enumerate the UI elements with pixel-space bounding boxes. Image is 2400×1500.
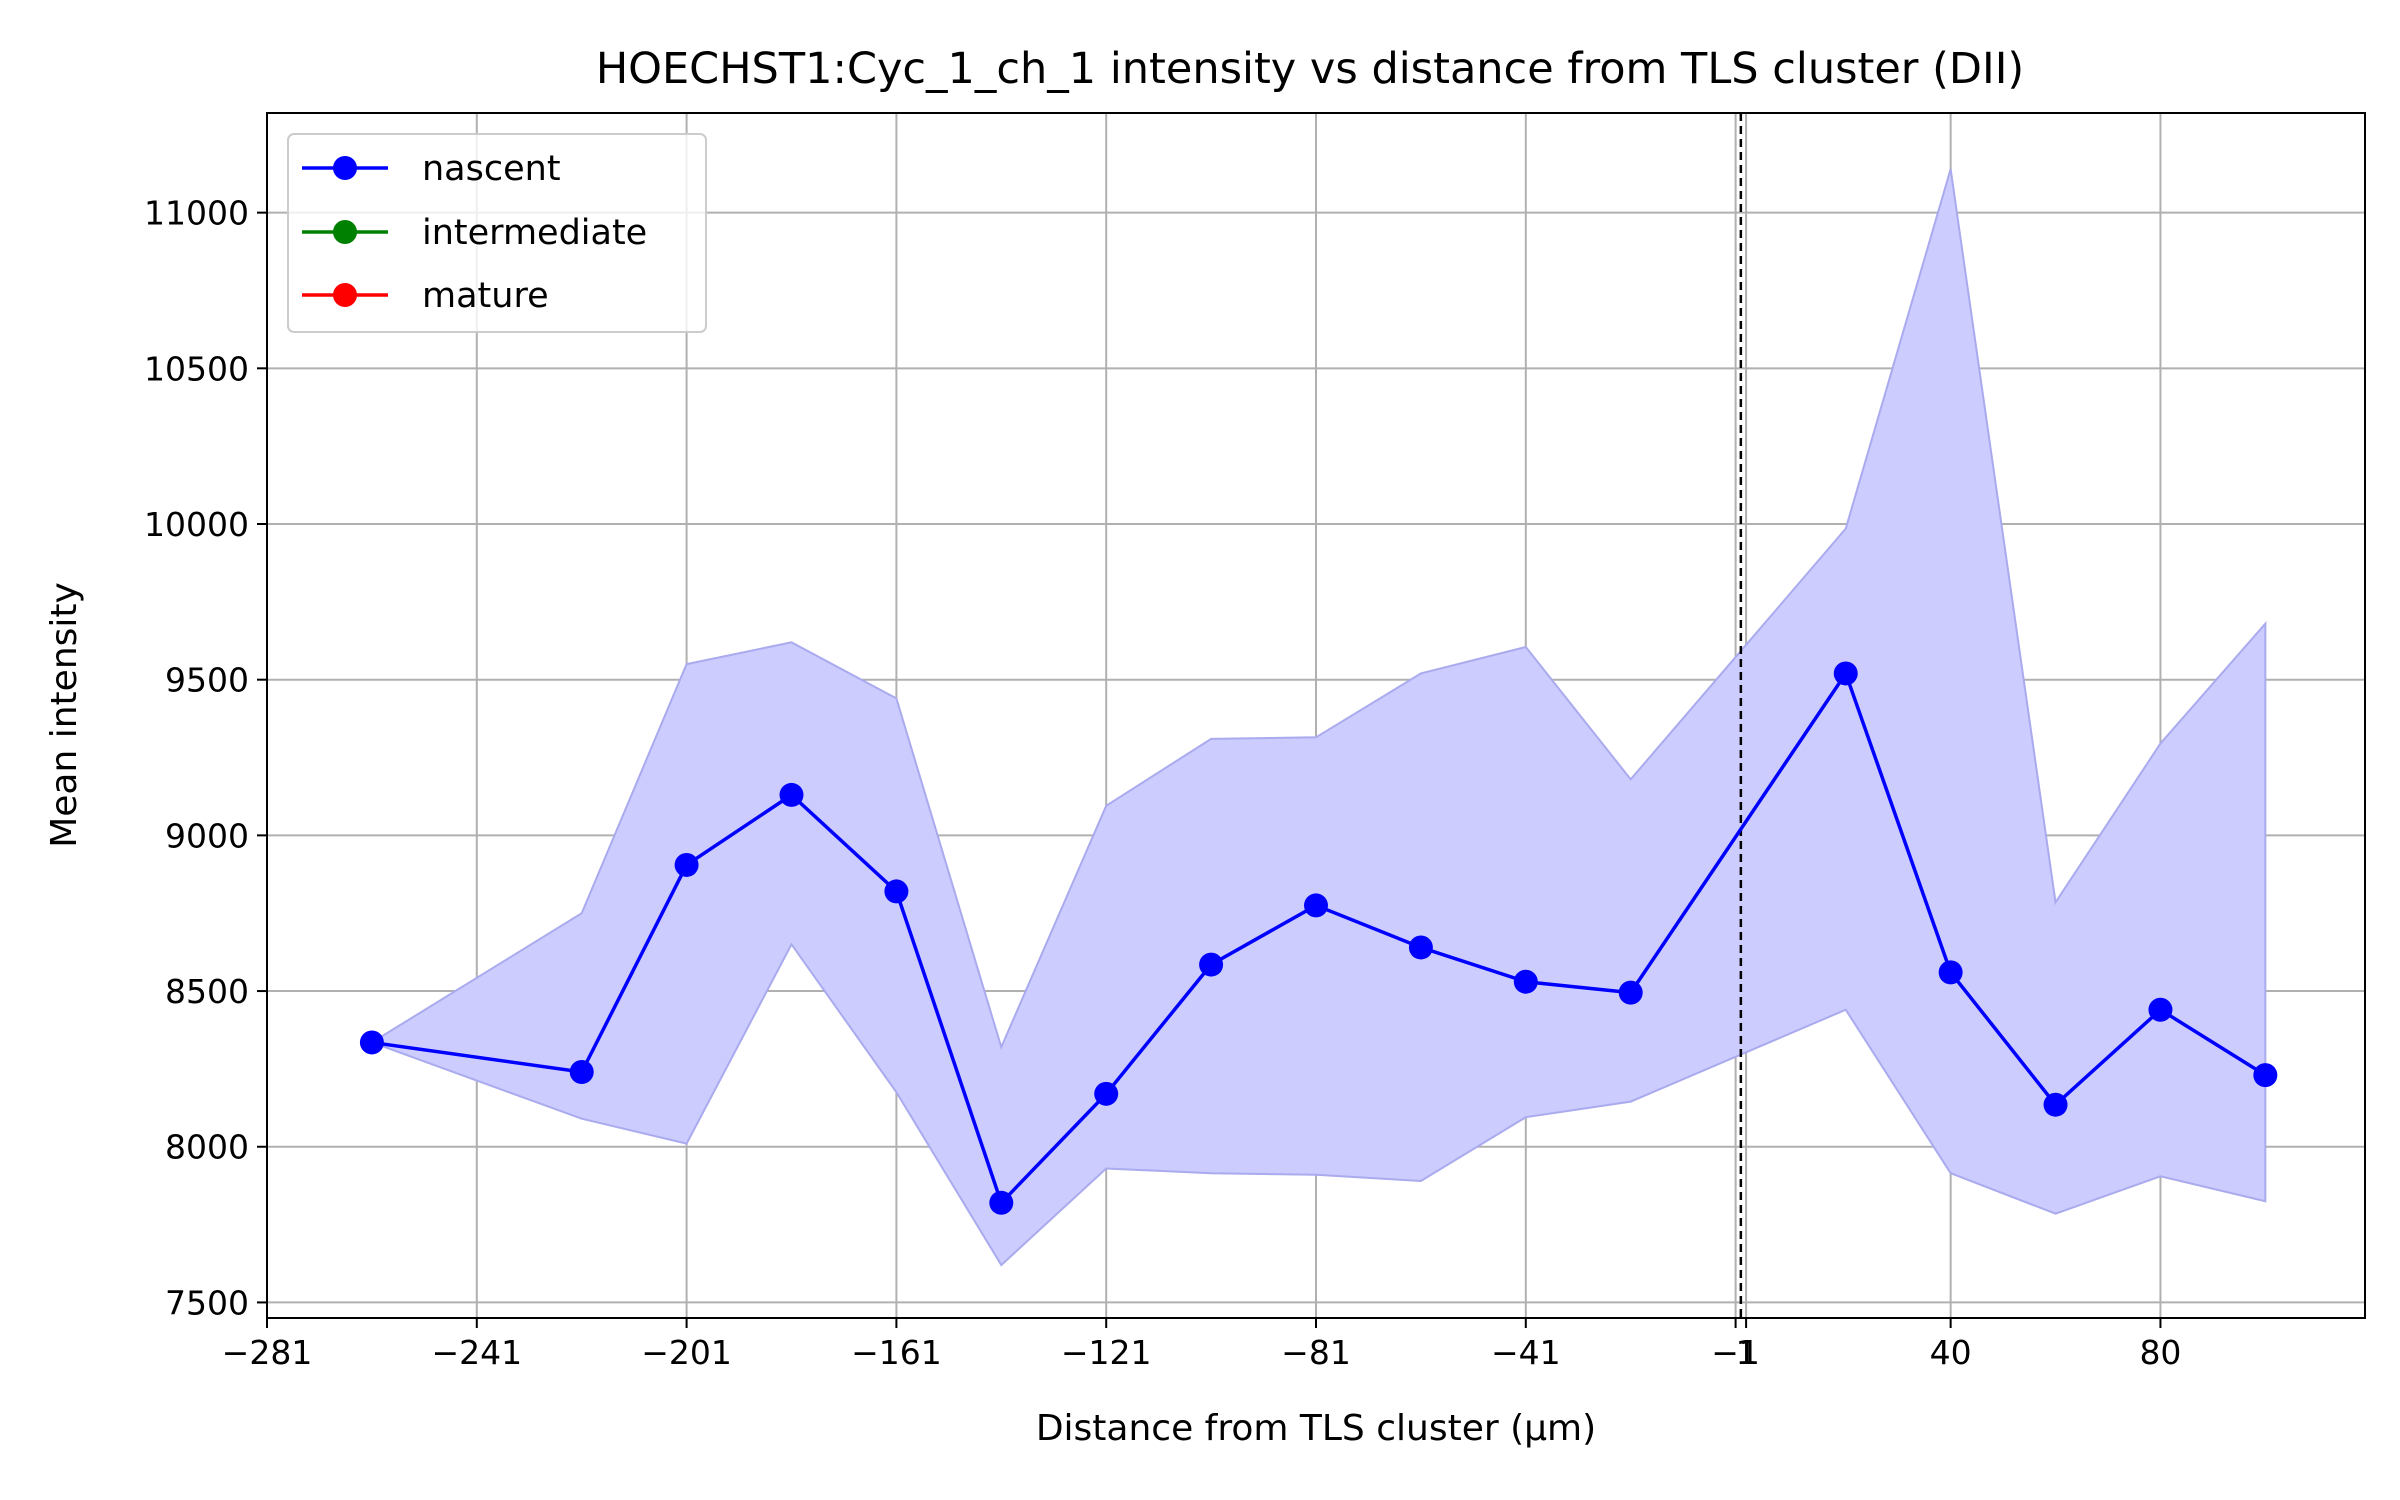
data-point-nascent: [1618, 980, 1643, 1005]
x-axis: −281 −241 −201 −161 −121 −81 −41 −11 40 80: [222, 1318, 2181, 1372]
x-tick-label: −201: [641, 1333, 732, 1372]
legend-item-mature: mature: [302, 276, 549, 316]
x-axis-label: Distance from TLS cluster (μm): [1036, 1408, 1596, 1449]
legend-item-nascent: nascent: [302, 149, 561, 189]
y-tick-label: 9500: [165, 661, 249, 700]
data-point-nascent: [2043, 1092, 2068, 1117]
x-tick-label: −1: [1711, 1333, 1760, 1372]
data-point-nascent: [1513, 969, 1538, 994]
x-tick-label: −281: [222, 1333, 313, 1372]
x-tick-label: −81: [1281, 1333, 1351, 1372]
y-tick-label: 7500: [165, 1283, 249, 1322]
band-nascent: [369, 168, 2267, 1267]
data-point-nascent: [1408, 935, 1433, 960]
data-point-nascent: [1199, 952, 1224, 977]
data-point-nascent: [1938, 960, 1963, 985]
data-point-nascent: [884, 879, 909, 904]
y-tick-label: 8000: [165, 1128, 249, 1167]
x-tick-label: 40: [1930, 1333, 1972, 1372]
legend-box: [287, 133, 707, 333]
data-point-nascent: [674, 852, 699, 877]
y-tick-label: 10500: [144, 349, 249, 388]
data-point-nascent: [779, 782, 804, 807]
y-axis: 7500 8000 8500 9000 9500 10000 10500 11000: [144, 194, 267, 1322]
x-tick-label: −241: [431, 1333, 522, 1372]
data-point-nascent: [1833, 661, 1858, 686]
confidence-band: [369, 168, 2267, 1267]
data-point-nascent: [2148, 997, 2173, 1022]
x-tick-label: −41: [1491, 1333, 1561, 1372]
y-tick-label: 9000: [165, 816, 249, 855]
y-tick-label: 10000: [144, 505, 249, 544]
legend-label-mature: mature: [422, 276, 549, 316]
legend-label-nascent: nascent: [422, 149, 561, 189]
data-point-nascent: [359, 1030, 384, 1055]
series-layer: [359, 661, 2278, 1215]
data-point-nascent: [569, 1060, 594, 1085]
legend: nascent intermediate mature: [287, 133, 707, 333]
x-tick-label: −121: [1061, 1333, 1152, 1372]
y-tick-label: 11000: [144, 194, 249, 233]
legend-item-intermediate: intermediate: [302, 213, 647, 253]
data-point-nascent: [1304, 893, 1328, 918]
data-point-nascent: [2253, 1063, 2278, 1088]
legend-marker-nascent: [333, 156, 357, 180]
legend-marker-mature: [333, 283, 357, 307]
x-tick-label: 80: [2139, 1333, 2181, 1372]
data-point-nascent: [1094, 1081, 1119, 1106]
y-tick-label: 8500: [165, 972, 249, 1011]
x-tick-label: 1: [1736, 1333, 1757, 1372]
data-point-nascent: [989, 1190, 1014, 1215]
legend-marker-intermediate: [333, 220, 357, 244]
legend-label-intermediate: intermediate: [422, 213, 647, 253]
x-tick-label: −161: [851, 1333, 942, 1372]
chart-title: HOECHST1:Cyc_1_ch_1 intensity vs distanc…: [596, 44, 2024, 94]
y-axis-label: Mean intensity: [44, 582, 85, 848]
